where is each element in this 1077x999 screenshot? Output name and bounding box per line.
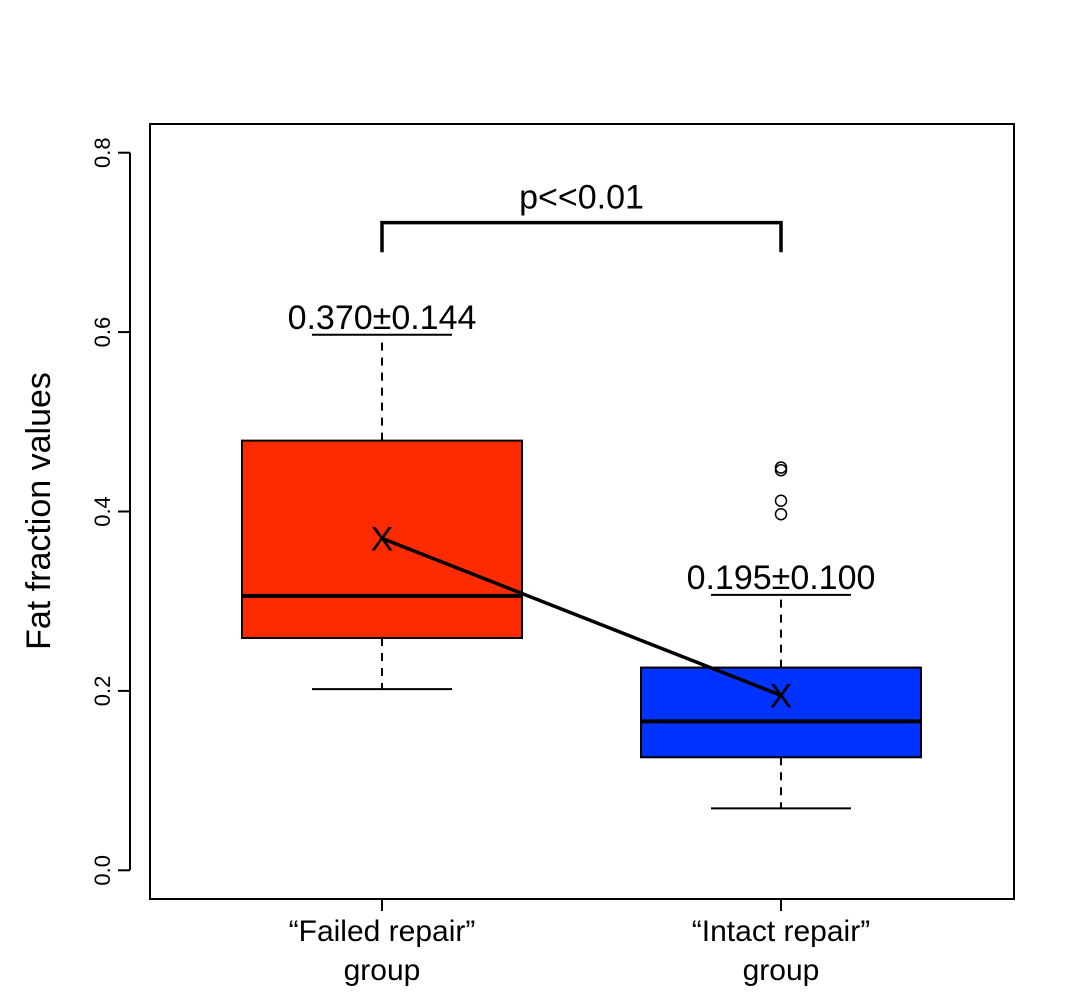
- x-axis: “Failed repair” group “Intact repair” group: [289, 898, 870, 987]
- mean-sd-annotation: 0.370±0.144: [288, 299, 477, 337]
- box-group: 0.195±0.100: [640, 461, 922, 810]
- x-category-sublabel: group: [344, 954, 421, 987]
- y-tick-label: 0.2: [90, 676, 115, 707]
- y-tick-label: 0.6: [90, 317, 115, 348]
- mean-connector-line: [381, 536, 782, 698]
- outlier-point: [774, 494, 788, 507]
- significance-bracket: [380, 220, 783, 253]
- y-tick-label: 0.8: [90, 137, 115, 168]
- x-category-sublabel: group: [743, 954, 820, 987]
- outlier-point: [774, 507, 788, 521]
- outlier-point: [774, 461, 788, 474]
- mean-marker: X: [371, 520, 394, 558]
- y-tick-label: 0.4: [90, 496, 115, 527]
- iqr-box: [640, 666, 922, 759]
- y-axis-title: Fat fraction values: [20, 372, 58, 650]
- x-category-label: “Intact repair”: [692, 915, 870, 948]
- mean-sd-annotation: 0.195±0.100: [687, 559, 876, 597]
- plot-elements: 0.370±0.144 0.195±0.100 X Xp<<0.01: [241, 179, 922, 810]
- box-group: 0.370±0.144: [241, 299, 523, 691]
- y-tick-label: 0.0: [90, 855, 115, 886]
- significance-label: p<<0.01: [519, 179, 644, 217]
- x-category-label: “Failed repair”: [289, 915, 476, 948]
- outlier-point: [774, 463, 788, 477]
- mean-marker: X: [770, 677, 793, 715]
- y-axis: 0.0 0.2 0.4 0.6 0.8: [90, 137, 131, 886]
